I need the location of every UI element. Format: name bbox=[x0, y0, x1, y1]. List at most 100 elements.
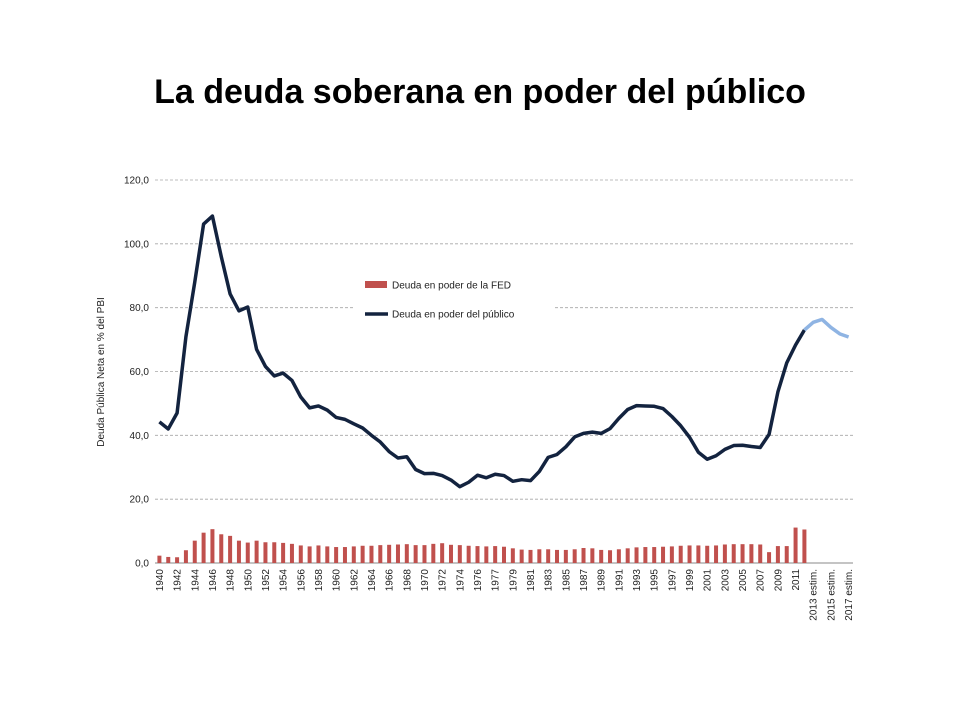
bar bbox=[289, 543, 294, 563]
x-tick-label: 1948 bbox=[226, 569, 237, 592]
y-tick-label: 100,0 bbox=[124, 239, 149, 250]
x-tick-label: 1966 bbox=[385, 569, 396, 592]
bar bbox=[219, 534, 224, 563]
bar bbox=[387, 544, 392, 563]
bar bbox=[236, 540, 241, 563]
x-tick-label: 1940 bbox=[155, 569, 166, 592]
bar bbox=[767, 552, 772, 563]
bar bbox=[272, 542, 277, 563]
x-tick-label: 1962 bbox=[349, 569, 360, 592]
y-axis-label: Deuda Pública Neta en % del PBI bbox=[96, 297, 107, 447]
bar bbox=[661, 546, 666, 563]
bar bbox=[431, 543, 436, 563]
bar bbox=[281, 542, 286, 563]
bar bbox=[740, 544, 745, 563]
x-tick-label: 1970 bbox=[420, 569, 431, 592]
x-tick-label: 2013 estim. bbox=[809, 569, 820, 621]
bar bbox=[714, 545, 719, 563]
bar bbox=[395, 544, 400, 563]
bar bbox=[448, 544, 453, 563]
bar bbox=[228, 535, 233, 563]
x-tick-label: 1985 bbox=[561, 569, 572, 592]
y-tick-label: 120,0 bbox=[124, 176, 149, 187]
x-tick-label: 1974 bbox=[455, 569, 466, 592]
x-tick-label: 2003 bbox=[720, 569, 731, 592]
bar bbox=[608, 550, 613, 563]
x-tick-label: 2001 bbox=[703, 569, 714, 592]
x-tick-label: 2005 bbox=[738, 569, 749, 592]
x-tick-label: 1972 bbox=[438, 569, 449, 592]
bar bbox=[563, 549, 568, 563]
bar bbox=[307, 546, 312, 563]
x-tick-label: 1997 bbox=[667, 569, 678, 592]
bar bbox=[475, 546, 480, 563]
bar bbox=[254, 540, 259, 563]
bar bbox=[687, 545, 692, 563]
bar bbox=[731, 544, 736, 563]
x-tick-label: 1995 bbox=[650, 569, 661, 592]
x-tick-label: 1946 bbox=[208, 569, 219, 592]
bar bbox=[342, 547, 347, 563]
bar bbox=[422, 545, 427, 563]
x-tick-label: 1983 bbox=[544, 569, 555, 592]
bar bbox=[616, 549, 621, 563]
x-tick-label: 1942 bbox=[173, 569, 184, 592]
x-tick-label: 2007 bbox=[756, 569, 767, 592]
bar bbox=[360, 545, 365, 563]
bar bbox=[175, 557, 180, 563]
bar bbox=[245, 542, 250, 563]
legend-box bbox=[355, 272, 555, 327]
x-tick-label: 1979 bbox=[508, 569, 519, 592]
x-tick-label: 1950 bbox=[243, 569, 254, 592]
bar bbox=[749, 544, 754, 563]
bar bbox=[581, 547, 586, 563]
bar bbox=[378, 545, 383, 563]
bar bbox=[784, 546, 789, 563]
x-tick-label: 1993 bbox=[632, 569, 643, 592]
bar bbox=[493, 546, 498, 563]
legend-label: Deuda en poder de la FED bbox=[392, 281, 511, 292]
bar bbox=[634, 547, 639, 563]
line bbox=[803, 317, 850, 339]
bar bbox=[316, 545, 321, 563]
bar bbox=[528, 549, 533, 563]
bar bbox=[369, 545, 374, 563]
bar bbox=[183, 550, 188, 563]
bar bbox=[590, 548, 595, 563]
x-tick-label: 2015 estim. bbox=[826, 569, 837, 621]
bar bbox=[510, 548, 515, 563]
x-tick-label: 1964 bbox=[367, 569, 378, 592]
y-tick-label: 0,0 bbox=[135, 559, 149, 570]
bar bbox=[705, 545, 710, 563]
legend-swatch bbox=[365, 281, 387, 288]
chart-title: La deuda soberana en poder del público bbox=[154, 73, 806, 111]
x-tick-label: 1960 bbox=[332, 569, 343, 592]
bar bbox=[263, 542, 268, 563]
x-tick-label: 1954 bbox=[279, 569, 290, 592]
x-tick-label: 2017 estim. bbox=[844, 569, 855, 621]
bar bbox=[537, 549, 542, 563]
bar bbox=[625, 548, 630, 563]
bar bbox=[166, 556, 171, 563]
bar bbox=[502, 546, 506, 563]
x-tick-label: 1958 bbox=[314, 569, 325, 592]
bar bbox=[325, 546, 330, 563]
bar bbox=[466, 545, 471, 563]
bar bbox=[696, 545, 701, 563]
x-tick-label: 1952 bbox=[261, 569, 272, 592]
bar bbox=[678, 545, 683, 563]
bar bbox=[555, 549, 560, 563]
bar bbox=[793, 527, 798, 563]
bar bbox=[457, 545, 462, 563]
x-tick-label: 1991 bbox=[614, 569, 625, 592]
x-tick-label: 1999 bbox=[685, 569, 696, 592]
x-tick-label: 1968 bbox=[402, 569, 413, 592]
bar bbox=[669, 546, 674, 563]
bar bbox=[404, 544, 409, 563]
x-tick-label: 1989 bbox=[597, 569, 608, 592]
bar bbox=[775, 546, 780, 563]
bar bbox=[722, 544, 727, 563]
bar bbox=[519, 549, 524, 563]
bar bbox=[440, 543, 445, 563]
x-tick-label: 2011 bbox=[791, 569, 802, 591]
